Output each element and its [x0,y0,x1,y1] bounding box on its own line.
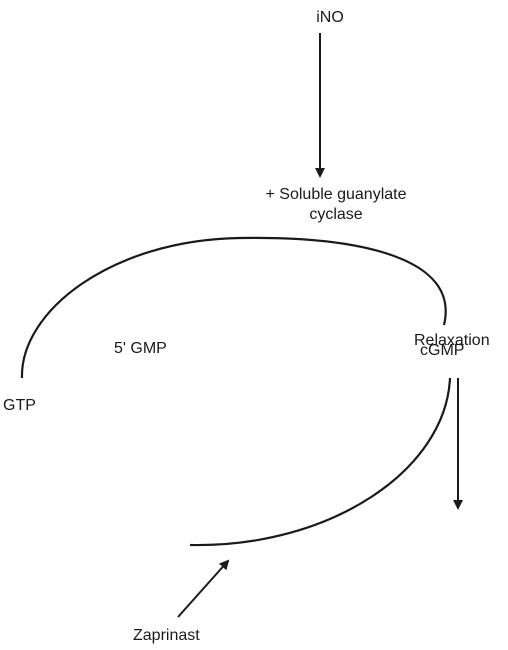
soluble-guanylate-cyclase-label: + Soluble guanylate cyclase [222,185,450,225]
cgmp-label: cGMP [420,342,465,359]
five-gmp-label: 5' GMP [114,340,167,357]
gtp-label: GTP [3,397,36,414]
zaprinast-arrow [177,559,230,618]
zaprinast-label: Zaprinast [133,627,200,644]
sgc-label-line1: + Soluble guanylate [265,186,407,203]
relaxation-label: Relaxation [414,332,490,349]
cgmp-to-5gmp-curve [189,377,452,547]
gtp-to-cgmp-curve [20,236,447,379]
sgc-label-line2: cyclase [309,206,363,223]
ino-label: iNO [316,9,344,26]
